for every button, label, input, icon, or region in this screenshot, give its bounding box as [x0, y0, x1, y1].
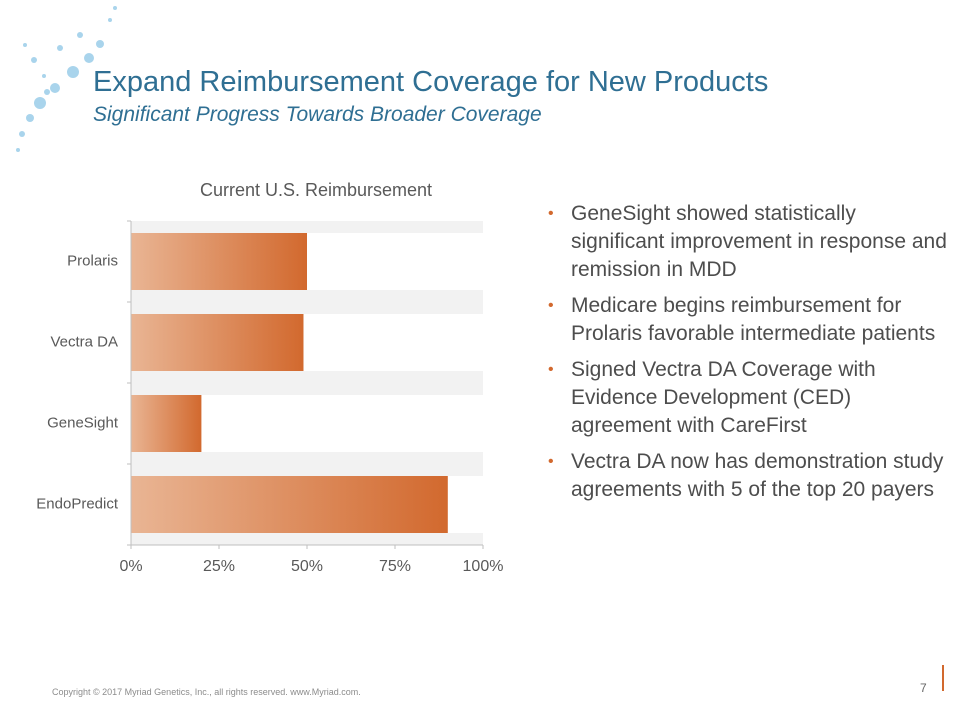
slide-subtitle: Significant Progress Towards Broader Cov…	[93, 103, 542, 126]
bar	[131, 395, 202, 452]
y-tick-label: EndoPredict	[36, 495, 119, 512]
bullet: Medicare begins reimbursement for Prolar…	[548, 292, 948, 348]
bullet: Signed Vectra DA Coverage with Evidence …	[548, 356, 948, 440]
bar	[131, 314, 304, 371]
bullet-list: GeneSight showed statistically significa…	[548, 200, 948, 512]
x-tick-label: 0%	[119, 558, 142, 575]
x-tick-label: 75%	[379, 558, 411, 575]
x-tick-label: 100%	[463, 558, 504, 575]
y-tick-label: Vectra DA	[50, 333, 118, 350]
logo-dots	[16, 6, 117, 152]
footer: Copyright © 2017 Myriad Genetics, Inc., …	[52, 687, 361, 697]
chart-title: Current U.S. Reimbursement	[200, 180, 432, 200]
chart: Current U.S. Reimbursement Prolaris Vectr…	[36, 180, 504, 575]
bar	[131, 233, 307, 290]
y-tick-label: Prolaris	[67, 252, 118, 269]
bullet: Vectra DA now has demonstration study ag…	[548, 448, 948, 504]
bar	[131, 476, 448, 533]
page-accent	[942, 665, 944, 691]
y-tick-label: GeneSight	[47, 414, 119, 431]
page-number: 7	[920, 681, 927, 695]
x-tick-label: 50%	[291, 558, 323, 575]
bullet: GeneSight showed statistically significa…	[548, 200, 948, 284]
x-tick-label: 25%	[203, 558, 235, 575]
slide-title: Expand Reimbursement Coverage for New Pr…	[93, 66, 769, 98]
